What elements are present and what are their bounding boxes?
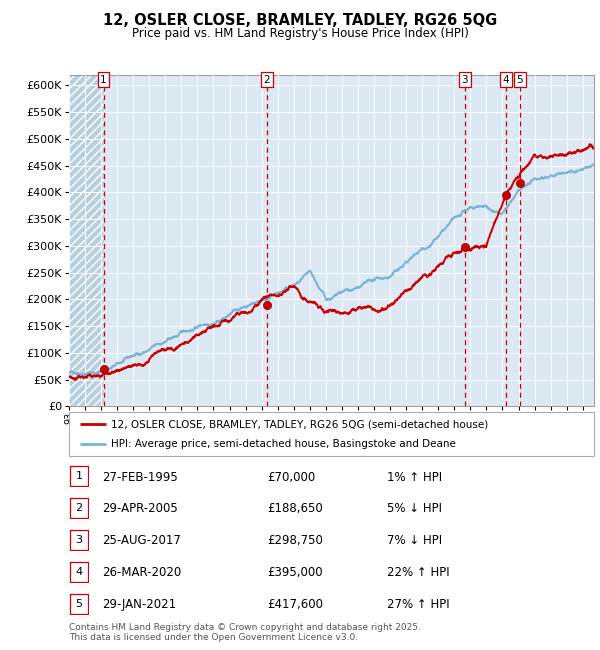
Text: 2: 2 (76, 503, 82, 513)
Point (515, 177, 524, 188)
Text: 5: 5 (76, 599, 82, 608)
Text: £395,000: £395,000 (267, 566, 323, 579)
Text: 29-APR-2005: 29-APR-2005 (102, 502, 178, 515)
Text: 29-JAN-2021: 29-JAN-2021 (102, 598, 176, 611)
Text: 26-MAR-2020: 26-MAR-2020 (102, 566, 181, 579)
Text: 12, OSLER CLOSE, BRAMLEY, TADLEY, RG26 5QG (semi-detached house): 12, OSLER CLOSE, BRAMLEY, TADLEY, RG26 5… (111, 419, 488, 429)
Bar (69, 75, 104, 406)
Text: £298,750: £298,750 (267, 534, 323, 547)
Text: £417,600: £417,600 (267, 598, 323, 611)
Text: 22% ↑ HPI: 22% ↑ HPI (387, 566, 449, 579)
Text: 25-AUG-2017: 25-AUG-2017 (102, 534, 181, 547)
Text: 5% ↓ HPI: 5% ↓ HPI (387, 502, 442, 515)
Text: 3: 3 (461, 75, 468, 84)
Text: 4: 4 (503, 75, 509, 84)
Text: Price paid vs. HM Land Registry's House Price Index (HPI): Price paid vs. HM Land Registry's House … (131, 27, 469, 40)
Text: 2: 2 (263, 75, 270, 84)
Text: 1: 1 (100, 75, 107, 84)
Text: 5: 5 (517, 75, 523, 84)
Point (460, 241, 470, 252)
Text: £70,000: £70,000 (267, 471, 315, 484)
Text: 1% ↑ HPI: 1% ↑ HPI (387, 471, 442, 484)
Point (262, 300, 272, 311)
Text: 3: 3 (76, 535, 82, 545)
Text: 4: 4 (76, 567, 82, 577)
Text: HPI: Average price, semi-detached house, Basingstoke and Deane: HPI: Average price, semi-detached house,… (111, 439, 456, 449)
Text: 12, OSLER CLOSE, BRAMLEY, TADLEY, RG26 5QG: 12, OSLER CLOSE, BRAMLEY, TADLEY, RG26 5… (103, 13, 497, 28)
Point (99, 363, 109, 374)
Text: 7% ↓ HPI: 7% ↓ HPI (387, 534, 442, 547)
Text: 27% ↑ HPI: 27% ↑ HPI (387, 598, 449, 611)
Text: Contains HM Land Registry data © Crown copyright and database right 2025.
This d: Contains HM Land Registry data © Crown c… (69, 623, 421, 642)
Text: 1: 1 (76, 471, 82, 481)
Bar (69, 75, 104, 406)
Text: £188,650: £188,650 (267, 502, 323, 515)
Text: 27-FEB-1995: 27-FEB-1995 (102, 471, 178, 484)
Point (502, 190, 511, 200)
